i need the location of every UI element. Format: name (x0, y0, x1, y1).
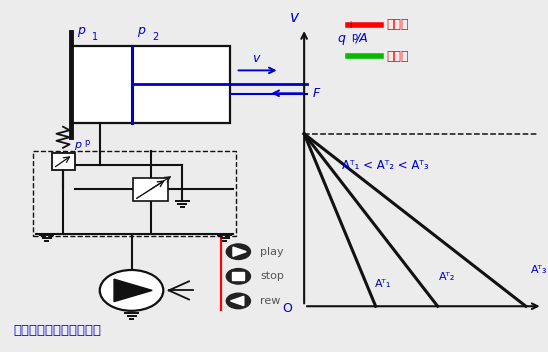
Bar (232, 272, 244, 280)
Text: 回油路: 回油路 (386, 50, 409, 63)
Circle shape (226, 244, 250, 259)
Text: Aᵀ₁ < Aᵀ₂ < Aᵀ₃: Aᵀ₁ < Aᵀ₂ < Aᵀ₃ (342, 159, 429, 172)
Text: v: v (252, 52, 259, 65)
Text: v: v (290, 10, 299, 25)
Text: p: p (84, 138, 89, 147)
Text: rew: rew (260, 296, 281, 306)
Text: /A: /A (356, 32, 369, 45)
Text: Aᵀ₁: Aᵀ₁ (375, 279, 391, 289)
Circle shape (226, 269, 250, 284)
Text: p: p (137, 24, 145, 37)
Text: i: i (349, 21, 351, 30)
Polygon shape (231, 296, 244, 306)
Bar (52, 153, 75, 170)
Text: play: play (260, 247, 284, 257)
Text: F: F (312, 87, 319, 100)
Text: Aᵀ₂: Aᵀ₂ (439, 272, 455, 282)
Text: q: q (337, 32, 345, 45)
Text: p: p (74, 140, 81, 150)
Text: O: O (282, 302, 292, 314)
Polygon shape (233, 247, 246, 256)
Circle shape (226, 293, 250, 309)
Bar (71, 46, 230, 123)
Text: 进油路: 进油路 (386, 18, 409, 31)
Text: Aᵀ₃: Aᵀ₃ (532, 265, 548, 275)
Text: 节流阀旁路节流调速回路: 节流阀旁路节流调速回路 (14, 325, 102, 337)
Text: 2: 2 (152, 32, 158, 42)
Polygon shape (114, 279, 152, 302)
Bar (33, 151, 236, 236)
Text: stop: stop (260, 271, 284, 281)
Text: p: p (351, 32, 357, 42)
Text: 1: 1 (92, 32, 98, 42)
Text: p: p (77, 24, 84, 37)
Circle shape (100, 270, 163, 311)
Bar (133, 178, 168, 201)
